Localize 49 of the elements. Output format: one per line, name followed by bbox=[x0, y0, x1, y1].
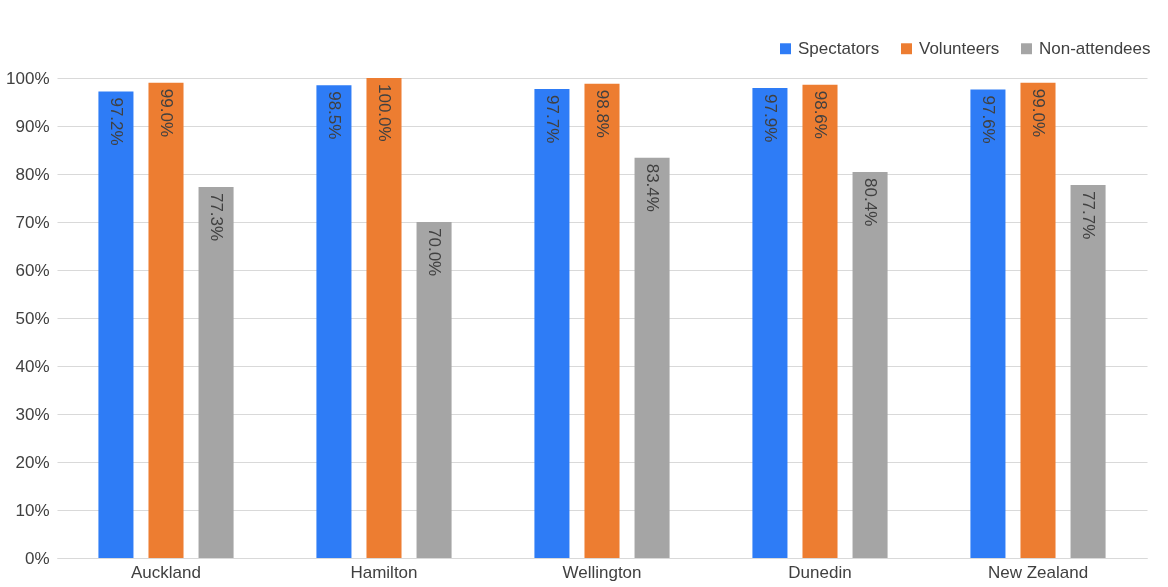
data-label: 98.6% bbox=[811, 90, 830, 139]
y-tick-label: 40% bbox=[15, 356, 50, 376]
legend-label: Spectators bbox=[798, 38, 880, 58]
data-label: 77.3% bbox=[207, 192, 227, 242]
data-label: 99.0% bbox=[157, 88, 176, 137]
bar bbox=[970, 89, 1006, 558]
y-tick-label: 20% bbox=[15, 452, 50, 472]
x-tick-label: Hamilton bbox=[350, 562, 418, 582]
data-label: 80.4% bbox=[861, 178, 881, 227]
y-tick-label: 30% bbox=[15, 404, 50, 424]
bar bbox=[316, 85, 352, 558]
x-tick-label: Wellington bbox=[562, 562, 642, 582]
data-label: 83.4% bbox=[643, 163, 663, 212]
x-tick-label: Auckland bbox=[131, 562, 201, 582]
y-tick-label: 60% bbox=[15, 260, 50, 280]
bar bbox=[752, 88, 788, 558]
y-tick-label: 10% bbox=[15, 500, 50, 520]
bar bbox=[802, 84, 838, 558]
y-tick-label: 90% bbox=[15, 116, 50, 136]
bar bbox=[584, 83, 620, 558]
data-label: 70.0% bbox=[425, 228, 445, 277]
bar bbox=[148, 82, 184, 558]
y-tick-label: 70% bbox=[15, 212, 50, 232]
data-label: 98.8% bbox=[593, 89, 612, 138]
bar bbox=[1070, 185, 1106, 558]
legend-label: Non-attendees bbox=[1039, 38, 1151, 58]
y-tick-label: 100% bbox=[6, 68, 50, 88]
data-label: 98.5% bbox=[324, 91, 344, 140]
y-tick-label: 0% bbox=[24, 548, 50, 568]
data-label: 97.6% bbox=[978, 95, 998, 144]
data-label: 77.7% bbox=[1079, 191, 1099, 240]
data-label: 97.2% bbox=[106, 97, 126, 146]
data-label: 100.0% bbox=[375, 84, 394, 142]
x-tick-label: Dunedin bbox=[788, 562, 852, 582]
bar bbox=[366, 78, 402, 558]
bar bbox=[852, 172, 888, 558]
y-tick-label: 80% bbox=[15, 164, 50, 184]
bar bbox=[416, 222, 452, 558]
legend-label: Volunteers bbox=[919, 38, 1000, 58]
y-tick-label: 50% bbox=[15, 308, 50, 328]
bar bbox=[1020, 82, 1056, 558]
data-label: 97.9% bbox=[760, 94, 780, 143]
bar bbox=[634, 157, 670, 558]
bar bbox=[98, 91, 134, 558]
data-label: 99.0% bbox=[1029, 88, 1048, 137]
data-label: 97.7% bbox=[542, 95, 562, 144]
bar bbox=[534, 89, 570, 558]
bar bbox=[198, 186, 234, 558]
x-tick-label: New Zealand bbox=[987, 562, 1089, 582]
